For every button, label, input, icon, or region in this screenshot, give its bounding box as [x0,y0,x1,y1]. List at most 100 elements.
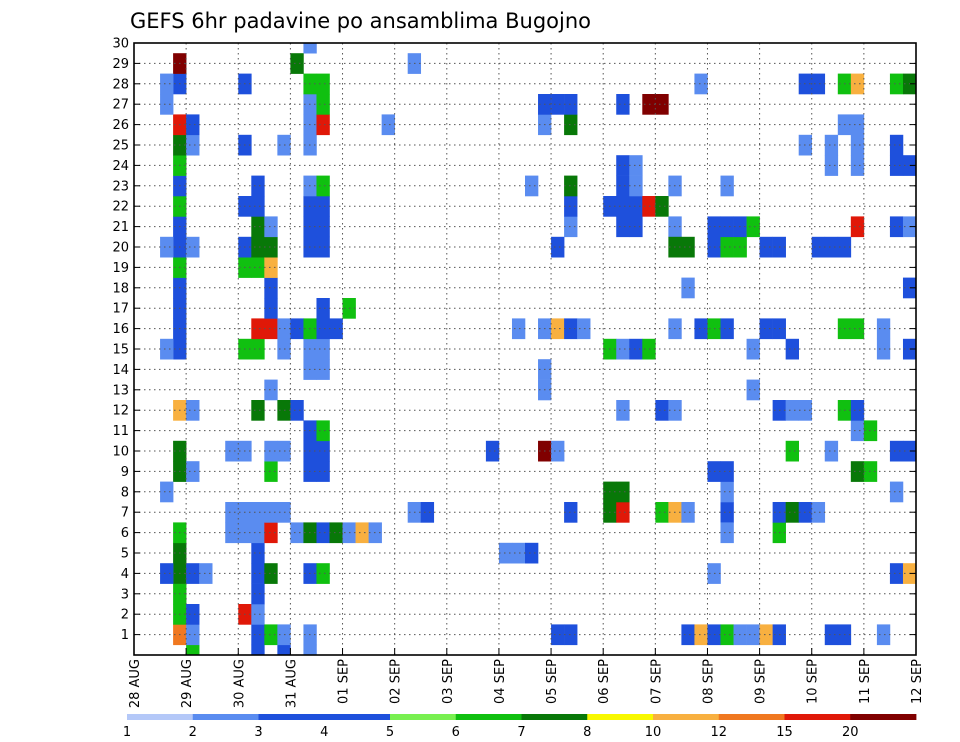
y-axis: 1234567891011121314151617181920212223242… [112,37,916,643]
cell-79 [264,236,278,258]
y-tick-label-1: 1 [121,628,129,643]
cell-214 [720,236,734,258]
cell-236 [785,400,799,421]
cell-163 [577,318,591,340]
cell-162 [564,94,578,115]
cell-75 [264,318,278,340]
cell-188 [655,94,669,115]
cell-275 [889,216,904,238]
cell-73 [264,440,278,462]
cell-186 [655,400,669,421]
y-tick-label-22: 22 [112,200,129,215]
cell-140 [511,542,526,564]
colorbar-label-15: 15 [776,725,793,740]
cell-64 [251,236,265,258]
cell-65 [251,216,265,238]
cell-255 [850,461,865,482]
colorbar-swatch-7 [587,714,654,720]
cell-242 [811,236,826,258]
cell-69 [264,563,278,584]
cell-187 [655,196,669,217]
cell-285 [916,441,929,462]
cell-74 [264,379,278,401]
cell-235 [785,338,799,360]
cell-77 [264,277,278,299]
y-tick-label-16: 16 [112,322,129,337]
cell-199 [694,624,708,646]
cell-152 [551,318,565,340]
cell-67 [251,175,265,197]
cell-150 [551,624,565,646]
cell-137 [420,502,435,523]
cell-289 [916,74,929,95]
cell-200 [694,318,708,340]
cell-244 [824,624,839,646]
cell-274 [889,134,904,156]
cell-93 [303,644,317,655]
colorbar-label-20: 20 [842,725,859,740]
x-tick-label-6: 03 SEP [441,659,456,704]
cell-25 [160,338,174,360]
cell-262 [850,114,865,136]
cell-223 [746,216,760,238]
x-tick-label-10: 07 SEP [649,659,664,704]
cell-170 [616,400,630,421]
x-tick-label-5: 02 SEP [389,659,404,704]
cell-158 [564,216,578,238]
cell-226 [759,236,773,258]
x-tick-label-7: 04 SEP [493,659,508,704]
colorbar-label-3: 3 [254,725,262,740]
cell-24 [160,481,174,503]
y-tick-label-27: 27 [112,98,129,113]
colorbar-swatch-4 [390,714,457,720]
colorbar-label-12: 12 [710,725,727,740]
cell-264 [863,461,878,482]
cell-127 [316,73,330,95]
cell-224 [759,624,773,646]
cell-38 [199,563,213,584]
cell-72 [264,461,278,482]
cell-213 [720,318,734,340]
cell-70 [264,522,278,544]
colorbar-label-7: 7 [517,725,525,740]
cell-120 [316,298,330,319]
cell-272 [889,440,904,462]
cell-241 [811,502,826,523]
x-tick-label-11: 08 SEP [701,659,716,704]
y-tick-label-10: 10 [112,445,129,460]
x-tick-label-14: 11 SEP [858,659,873,704]
cell-160 [564,175,578,197]
cell-178 [629,216,643,238]
y-tick-label-8: 8 [121,485,129,500]
cell-273 [889,155,904,176]
cell-129 [329,318,343,340]
cell-23 [160,563,174,584]
cell-168 [616,502,630,523]
cell-210 [720,481,734,503]
y-tick-label-4: 4 [121,567,129,582]
colorbar-label-2: 2 [189,725,197,740]
cell-141 [511,318,526,340]
cell-34 [186,400,200,421]
cell-142 [525,542,539,564]
x-tick-label-13: 10 SEP [806,659,821,704]
cell-246 [824,236,839,258]
cell-209 [720,502,734,523]
cell-91 [290,318,304,340]
cell-112 [316,563,330,584]
cell-233 [785,502,799,523]
cell-201 [694,73,708,95]
colorbar-swatch-10 [784,714,851,720]
colorbar-label-6: 6 [452,725,460,740]
cell-41 [225,440,239,462]
cell-225 [759,318,773,340]
cell-259 [850,216,865,238]
cell-151 [551,440,565,462]
cell-123 [316,196,330,217]
cell-66 [251,196,265,217]
cell-172 [616,216,630,238]
cell-287 [916,298,929,319]
cell-54 [251,604,265,625]
cell-283 [916,522,929,543]
